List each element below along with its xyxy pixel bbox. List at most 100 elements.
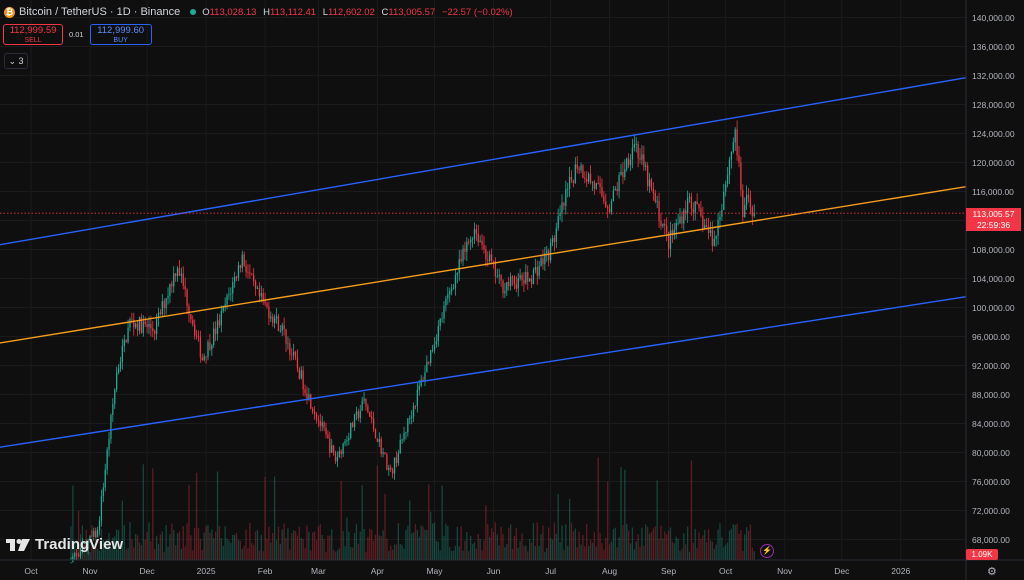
candle-body[interactable] <box>719 216 721 220</box>
candle-body[interactable] <box>150 324 152 329</box>
candle-body[interactable] <box>142 321 144 334</box>
candle-body[interactable] <box>738 155 740 163</box>
candle-body[interactable] <box>355 411 358 415</box>
candle-body[interactable] <box>648 179 651 187</box>
sell-button[interactable]: 112,999.59 SELL <box>3 24 63 45</box>
candle-body[interactable] <box>98 520 101 530</box>
candle-body[interactable] <box>601 186 603 197</box>
candle-body[interactable] <box>471 239 474 240</box>
candle-body[interactable] <box>692 208 694 213</box>
candle-body[interactable] <box>528 278 531 282</box>
candle-body[interactable] <box>167 295 169 299</box>
candle-body[interactable] <box>490 254 493 261</box>
candle-body[interactable] <box>119 362 122 369</box>
candle-body[interactable] <box>460 258 462 262</box>
candle-body[interactable] <box>91 535 93 537</box>
candle-body[interactable] <box>129 319 131 328</box>
candle-body[interactable] <box>548 250 550 261</box>
candle-body[interactable] <box>386 454 388 471</box>
candle-body[interactable] <box>353 414 356 428</box>
candle-body[interactable] <box>715 235 717 239</box>
candle-body[interactable] <box>173 273 175 287</box>
candle-body[interactable] <box>332 445 335 453</box>
candle-body[interactable] <box>195 335 198 337</box>
candle-body[interactable] <box>199 336 202 358</box>
candle-body[interactable] <box>656 200 658 202</box>
candle-body[interactable] <box>498 274 500 276</box>
candle-body[interactable] <box>367 406 369 413</box>
candle-body[interactable] <box>555 228 557 242</box>
candle-body[interactable] <box>243 254 245 266</box>
candle-body[interactable] <box>686 198 689 213</box>
candle-body[interactable] <box>87 539 89 550</box>
candle-body[interactable] <box>329 438 331 453</box>
candle-body[interactable] <box>251 273 253 275</box>
candle-body[interactable] <box>214 328 217 334</box>
candle-body[interactable] <box>277 316 280 332</box>
candle-body[interactable] <box>595 183 597 189</box>
candle-body[interactable] <box>753 213 755 217</box>
candle-body[interactable] <box>211 345 213 350</box>
candle-body[interactable] <box>115 372 118 390</box>
candle-body[interactable] <box>159 312 162 314</box>
candle-body[interactable] <box>481 240 483 246</box>
symbol-header[interactable]: ₿ Bitcoin / TetherUS · 1D · Binance O113… <box>4 4 517 20</box>
candle-body[interactable] <box>431 350 434 351</box>
candle-body[interactable] <box>315 414 318 420</box>
candle-body[interactable] <box>70 562 72 564</box>
candle-body[interactable] <box>260 293 262 297</box>
candle-body[interactable] <box>138 317 141 331</box>
candle-body[interactable] <box>567 188 569 190</box>
candle-body[interactable] <box>399 439 401 454</box>
candle-body[interactable] <box>401 439 403 441</box>
gear-icon[interactable]: ⚙ <box>987 566 997 578</box>
candle-body[interactable] <box>433 344 436 351</box>
candle-body[interactable] <box>285 329 287 344</box>
candle-body[interactable] <box>726 175 729 185</box>
candle-body[interactable] <box>412 405 415 417</box>
candle-body[interactable] <box>492 260 495 262</box>
channel-upper-line[interactable] <box>0 76 967 246</box>
candle-body[interactable] <box>275 316 278 319</box>
candle-body[interactable] <box>620 171 622 176</box>
candle-body[interactable] <box>549 242 552 261</box>
candle-body[interactable] <box>351 422 354 428</box>
candle-body[interactable] <box>393 457 396 474</box>
candle-body[interactable] <box>662 224 664 226</box>
candle-body[interactable] <box>281 325 283 331</box>
candle-body[interactable] <box>544 253 546 265</box>
candle-body[interactable] <box>416 389 419 406</box>
candle-body[interactable] <box>249 272 251 274</box>
candle-body[interactable] <box>540 258 542 267</box>
candle-body[interactable] <box>477 233 479 243</box>
candle-body[interactable] <box>608 208 611 213</box>
candle-body[interactable] <box>521 275 523 281</box>
candle-body[interactable] <box>582 165 584 178</box>
candle-body[interactable] <box>388 467 390 471</box>
candle-body[interactable] <box>180 273 183 276</box>
candle-body[interactable] <box>534 267 537 270</box>
candle-body[interactable] <box>327 434 329 439</box>
candle-body[interactable] <box>694 201 696 213</box>
candle-body[interactable] <box>519 275 521 279</box>
candle-body[interactable] <box>133 319 135 328</box>
candle-body[interactable] <box>296 357 299 369</box>
candle-body[interactable] <box>174 273 177 277</box>
candle-body[interactable] <box>532 269 535 285</box>
candle-body[interactable] <box>89 535 91 540</box>
candle-body[interactable] <box>447 293 449 299</box>
candle-body[interactable] <box>161 301 163 314</box>
candle-body[interactable] <box>135 323 137 328</box>
candle-body[interactable] <box>483 245 485 250</box>
candle-body[interactable] <box>407 418 409 433</box>
candle-body[interactable] <box>264 301 266 304</box>
candle-body[interactable] <box>462 248 464 262</box>
candle-body[interactable] <box>108 439 110 450</box>
candle-body[interactable] <box>565 189 567 206</box>
candle-body[interactable] <box>546 250 548 254</box>
candle-body[interactable] <box>711 230 714 246</box>
candle-body[interactable] <box>557 216 559 229</box>
candle-body[interactable] <box>357 411 360 419</box>
candle-body[interactable] <box>93 531 95 537</box>
candle-body[interactable] <box>247 272 249 273</box>
